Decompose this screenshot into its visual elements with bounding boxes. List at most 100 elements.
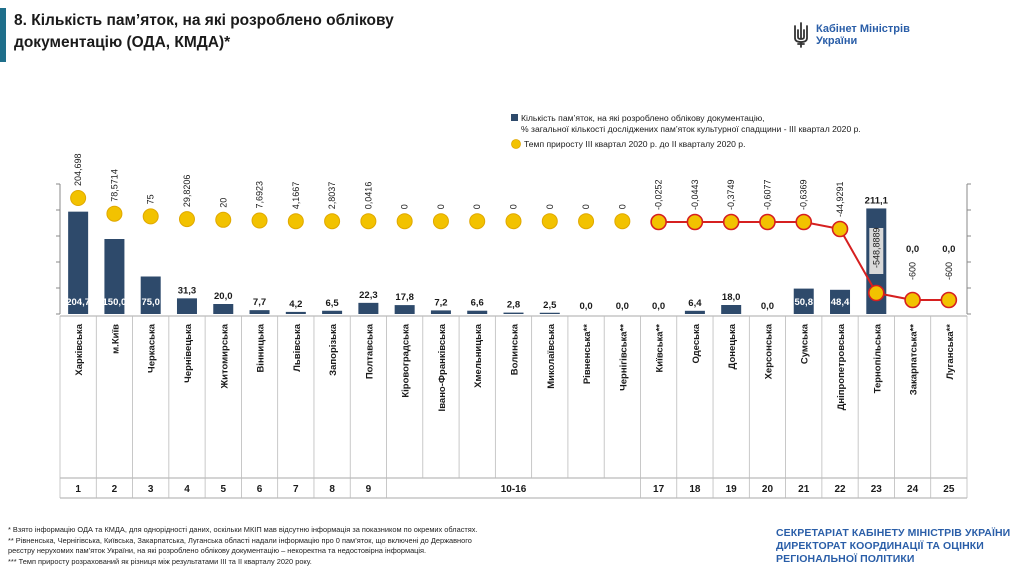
bar [285,311,306,314]
bar [394,305,415,314]
growth-value-label: 0 [436,204,446,209]
category-label: Київська** [655,324,666,373]
rank-label: 24 [907,484,919,495]
secretariat-label: СЕКРЕТАРІАТ КАБІНЕТУ МІНІСТРІВ УКРАЇНИ Д… [776,527,1010,566]
growth-point [70,190,87,206]
rank-label: 3 [148,484,154,495]
bar-value-label: 0,0 [652,301,665,312]
legend-bar-label-2: % загальної кількості досліджених пам’ят… [521,124,861,134]
category-label: Волинська [510,323,521,375]
growth-value-label: -0,6077 [762,179,772,210]
growth-point [650,213,667,231]
category-label: Вінницька [256,323,267,372]
bar-value-label: 0,0 [942,244,955,255]
growth-point [396,213,413,230]
bar-value-label: 17,8 [395,292,414,303]
bar [721,305,742,314]
growth-point [940,291,958,309]
growth-value-label: -0,0443 [690,179,700,210]
legend-dot-label: Темп приросту ІІІ квартал 2020 р. до ІІ … [524,139,745,149]
growth-point [867,284,885,302]
category-label: Харківська [74,323,85,375]
page-title: 8. Кількість пам’яток, на які розроблено… [14,10,574,54]
growth-point [287,213,304,230]
bar-value-label: 150,0 [103,297,127,308]
growth-point [722,213,740,231]
bar-value-label: 204,7 [66,297,90,308]
growth-point [360,213,377,230]
cabinet-logo: Кабінет Міністрів України [792,22,910,48]
bar [104,239,125,314]
growth-point [142,208,159,225]
bar [322,310,343,314]
category-label: Запорізька [328,323,339,376]
rank-label: 18 [689,484,701,495]
bar-value-label: 6,6 [471,298,484,309]
footnote-4: *** Темп приросту розрахований як різниц… [8,556,312,566]
rank-label: 10-16 [501,484,527,495]
bar-value-label: 50,8 [794,297,813,308]
growth-value-label: 0 [400,204,410,209]
rank-label: 9 [366,484,372,495]
category-label: Тернопільська [872,323,883,393]
category-label: Донецька [727,323,738,369]
org-line-1: СЕКРЕТАРІАТ КАБІНЕТУ МІНІСТРІВ УКРАЇНИ [776,527,1011,539]
bar [213,304,234,314]
growth-point [686,213,704,231]
bar-value-label: 7,7 [253,297,266,308]
bar-value-label: 31,3 [178,285,197,296]
growth-point [904,291,921,309]
rank-label: 5 [220,484,226,495]
growth-value-label: -0,0252 [654,179,664,210]
bar-value-label: 0,0 [579,301,592,312]
growth-value-label: 0,0416 [363,182,373,210]
bar [358,302,379,314]
legend-bar-label: Кількість пам’яток, на які розроблено об… [521,113,765,123]
category-label: Сумська [800,323,811,364]
rank-label: 22 [834,484,846,495]
category-label: Луганська** [945,324,956,380]
growth-point [432,213,449,230]
chart-area: 204,7 150,0 75,031,320,07,7 4,2 6,522,3 17,8 7… [56,113,971,499]
growth-value-label: 204,698 [73,153,83,186]
rank-label: 17 [653,484,665,495]
title-accent-bar [0,8,6,62]
legend-bar-swatch [511,114,518,121]
bar [249,310,270,314]
growth-value-label: 0 [545,204,555,209]
bar [503,312,524,314]
bar-value-label: 2,5 [543,300,557,311]
bar [140,276,161,314]
growth-value-label: -0,6369 [799,179,809,210]
category-label: Житомирська [219,323,230,389]
bar [830,289,851,314]
growth-value-label: 0 [617,204,627,209]
bar-value-label: 6,5 [325,298,339,309]
growth-value-label: 0 [472,204,482,209]
growth-value-label: -548,8889 [871,227,881,268]
category-label: Одеська [691,323,702,363]
bar-value-label: 22,3 [359,290,378,301]
bar [684,310,705,314]
growth-value-label: 4,1667 [291,182,301,210]
rank-label: 8 [329,484,335,495]
category-label: Дніпропетровська [836,323,847,410]
growth-point [578,213,595,230]
growth-point [795,213,813,231]
category-label: Рівненська** [582,324,593,384]
growth-value-label: 0 [581,204,591,209]
growth-value-label: 20 [218,198,228,208]
growth-point [831,220,849,238]
bar-value-label: 2,8 [507,300,520,311]
category-label: Полтавська [364,323,375,379]
growth-value-label: -600 [908,262,918,280]
growth-value-label: 2,8037 [327,182,337,210]
category-label: Кіровоградська [401,323,412,397]
growth-point [251,212,268,229]
growth-point [541,213,558,230]
bar-value-label: 20,0 [214,291,233,302]
growth-value-label: 0 [509,204,519,209]
rank-label: 19 [726,484,738,495]
legend-dot-swatch [511,139,521,149]
title-line-2: документацію (ОДА, КМДА)* [14,34,231,51]
